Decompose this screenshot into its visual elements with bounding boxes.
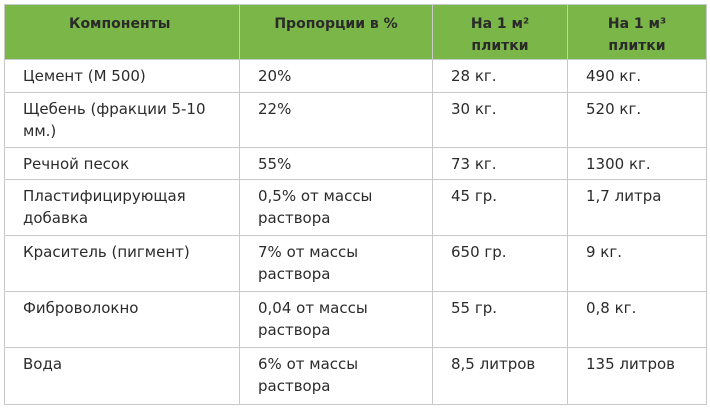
table-row: Фиброволокно 0,04 от массы раствора 55 г… xyxy=(4,291,707,348)
cell-component: Вода xyxy=(4,346,240,406)
cell-proportion: 55% xyxy=(239,146,433,181)
cell-proportion: 6% от массы раствора xyxy=(239,346,433,406)
table-row: Щебень (фракции 5-10 мм.) 22% 30 кг. 520… xyxy=(4,91,707,148)
cell-component: Цемент (М 500) xyxy=(4,59,240,93)
cell-proportion: 7% от массы раствора xyxy=(239,235,433,293)
cell-per-m2: 30 кг. xyxy=(432,91,568,148)
cell-per-m3: 135 литров xyxy=(567,346,707,406)
table-row: Пластифицирующая добавка 0,5% от массы р… xyxy=(4,179,707,237)
cell-per-m3: 1,7 литра xyxy=(567,179,707,237)
cell-proportion: 20% xyxy=(239,59,433,93)
header-per-m2: На 1 м² плитки xyxy=(432,4,568,60)
table-row: Вода 6% от массы раствора 8,5 литров 135… xyxy=(4,346,707,406)
cell-component: Щебень (фракции 5-10 мм.) xyxy=(4,91,240,148)
cell-per-m2: 45 гр. xyxy=(432,179,568,237)
cell-per-m2: 8,5 литров xyxy=(432,346,568,406)
table-row: Речной песок 55% 73 кг. 1300 кг. xyxy=(4,146,707,181)
cell-proportion: 0,04 от массы раствора xyxy=(239,291,433,348)
cell-per-m3: 9 кг. xyxy=(567,235,707,293)
cell-proportion: 22% xyxy=(239,91,433,148)
cell-per-m3: 0,8 кг. xyxy=(567,291,707,348)
cell-per-m2: 650 гр. xyxy=(432,235,568,293)
table-row: Краситель (пигмент) 7% от массы раствора… xyxy=(4,235,707,293)
cell-proportion: 0,5% от массы раствора xyxy=(239,179,433,237)
cell-component: Фиброволокно xyxy=(4,291,240,348)
cell-component: Краситель (пигмент) xyxy=(4,235,240,293)
cell-per-m2: 28 кг. xyxy=(432,59,568,93)
cell-per-m2: 73 кг. xyxy=(432,146,568,181)
header-proportions: Пропорции в % xyxy=(239,4,433,60)
header-components: Компоненты xyxy=(4,4,240,60)
cell-per-m2: 55 гр. xyxy=(432,291,568,348)
components-table: Компоненты Пропорции в % На 1 м² плитки … xyxy=(4,4,707,406)
header-per-m3: На 1 м³ плитки xyxy=(567,4,707,60)
cell-component: Речной песок xyxy=(4,146,240,181)
table-row: Цемент (М 500) 20% 28 кг. 490 кг. xyxy=(4,59,707,93)
table-header-row: Компоненты Пропорции в % На 1 м² плитки … xyxy=(4,4,707,60)
cell-per-m3: 520 кг. xyxy=(567,91,707,148)
cell-per-m3: 1300 кг. xyxy=(567,146,707,181)
cell-per-m3: 490 кг. xyxy=(567,59,707,93)
cell-component: Пластифицирующая добавка xyxy=(4,179,240,237)
